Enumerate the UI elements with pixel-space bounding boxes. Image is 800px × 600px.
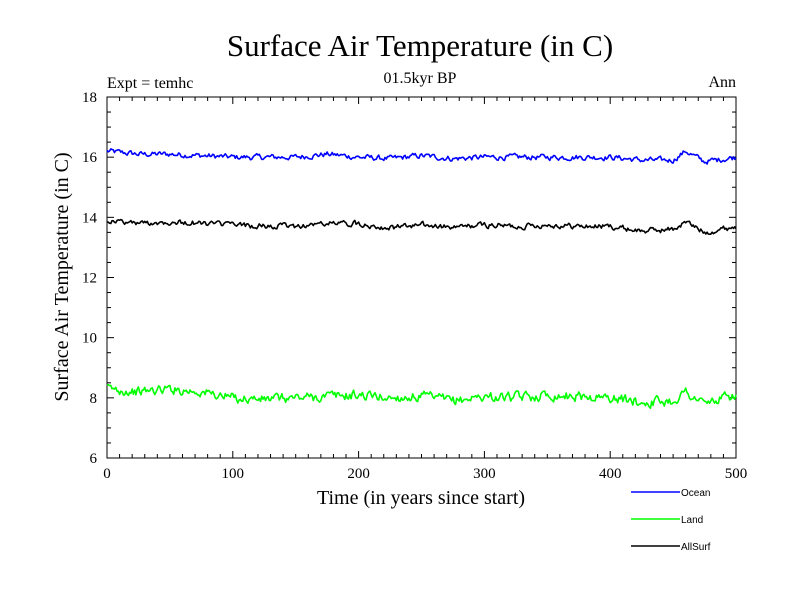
y-axis-ticks: 6 8 10 12 14 16 18 xyxy=(82,90,98,467)
x-tick-label: 500 xyxy=(725,466,748,482)
x-tick-label: 300 xyxy=(473,466,496,482)
y-tick-label: 14 xyxy=(82,210,98,226)
x-tick-label: 400 xyxy=(599,466,622,482)
y-axis-label: Surface Air Temperature (in C) xyxy=(51,152,73,401)
period-label: Ann xyxy=(708,74,736,91)
series-line-ocean xyxy=(106,148,737,165)
x-tick-label: 200 xyxy=(347,466,370,482)
legend: Ocean Land AllSurf xyxy=(631,488,711,553)
minor-ticks xyxy=(106,96,737,459)
y-tick-label: 12 xyxy=(82,271,97,287)
legend-label-allsurf: AllSurf xyxy=(681,542,711,553)
legend-label-ocean: Ocean xyxy=(681,488,710,499)
series-line-land xyxy=(106,383,737,409)
plot-frame xyxy=(106,96,737,459)
x-tick-label: 100 xyxy=(222,466,245,482)
y-tick-label: 10 xyxy=(82,331,97,347)
experiment-label: Expt = temhc xyxy=(107,75,193,92)
chart-subtitle: 01.5kyr BP xyxy=(384,70,457,87)
x-axis-ticks: 0 100 200 300 400 500 xyxy=(103,466,747,482)
x-axis-label: Time (in years since start) xyxy=(317,487,525,509)
x-tick-label: 0 xyxy=(103,466,111,482)
y-tick-label: 8 xyxy=(90,391,98,407)
series-line-allsurf xyxy=(106,218,737,235)
legend-label-land: Land xyxy=(681,515,703,526)
plot-area: 0 100 200 300 400 500 6 8 10 12 14 16 18 xyxy=(82,90,747,482)
series-lines xyxy=(106,148,737,409)
y-tick-label: 18 xyxy=(82,90,97,106)
y-tick-label: 6 xyxy=(90,451,98,467)
chart-title: Surface Air Temperature (in C) xyxy=(227,28,613,63)
y-tick-label: 16 xyxy=(82,150,98,166)
